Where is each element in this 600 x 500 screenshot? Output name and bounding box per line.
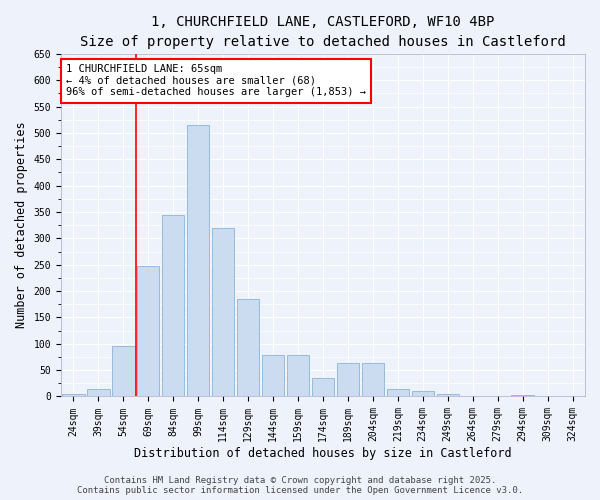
Y-axis label: Number of detached properties: Number of detached properties <box>15 122 28 328</box>
Bar <box>312 378 334 396</box>
Text: 1 CHURCHFIELD LANE: 65sqm
← 4% of detached houses are smaller (68)
96% of semi-d: 1 CHURCHFIELD LANE: 65sqm ← 4% of detach… <box>66 64 366 98</box>
Bar <box>511 395 534 396</box>
Bar <box>362 364 384 396</box>
Bar <box>212 228 235 396</box>
X-axis label: Distribution of detached houses by size in Castleford: Distribution of detached houses by size … <box>134 447 512 460</box>
Text: Contains HM Land Registry data © Crown copyright and database right 2025.
Contai: Contains HM Land Registry data © Crown c… <box>77 476 523 495</box>
Bar <box>262 356 284 397</box>
Bar <box>287 356 309 397</box>
Bar <box>437 394 459 396</box>
Bar <box>386 388 409 396</box>
Bar <box>162 214 184 396</box>
Bar <box>187 125 209 396</box>
Bar <box>62 394 85 396</box>
Bar <box>237 299 259 396</box>
Bar <box>337 364 359 396</box>
Bar <box>412 391 434 396</box>
Title: 1, CHURCHFIELD LANE, CASTLEFORD, WF10 4BP
Size of property relative to detached : 1, CHURCHFIELD LANE, CASTLEFORD, WF10 4B… <box>80 15 566 48</box>
Bar <box>112 346 134 397</box>
Bar <box>87 388 110 396</box>
Bar <box>137 266 160 396</box>
